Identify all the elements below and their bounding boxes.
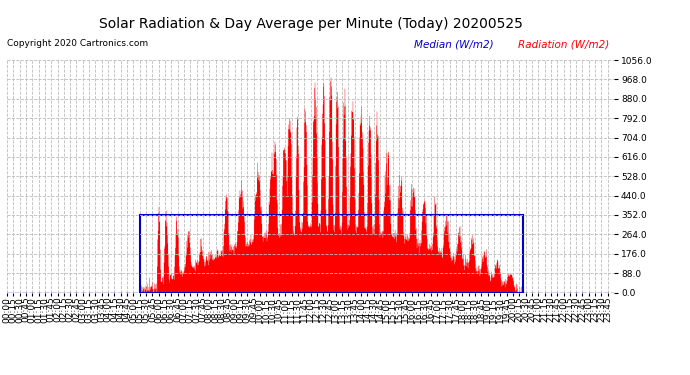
- Text: Median (W/m2): Median (W/m2): [414, 39, 493, 50]
- Text: Solar Radiation & Day Average per Minute (Today) 20200525: Solar Radiation & Day Average per Minute…: [99, 17, 522, 31]
- Text: Copyright 2020 Cartronics.com: Copyright 2020 Cartronics.com: [7, 39, 148, 48]
- Text: Radiation (W/m2): Radiation (W/m2): [518, 39, 609, 50]
- Bar: [140, 215, 524, 292]
